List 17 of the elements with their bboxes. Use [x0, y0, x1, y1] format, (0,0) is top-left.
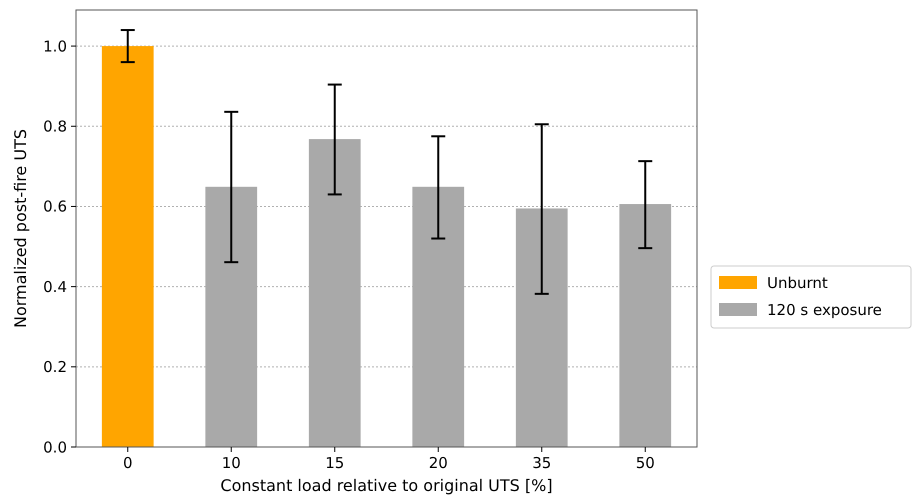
x-tick-label: 10: [222, 454, 241, 472]
y-tick-label: 0.6: [43, 198, 67, 216]
y-tick-label: 0.2: [43, 358, 67, 376]
y-axis-title: Normalized post-fire UTS: [11, 128, 30, 328]
x-tick-label: 50: [636, 454, 655, 472]
x-tick-label: 0: [122, 454, 133, 472]
bar: [102, 46, 154, 447]
x-axis-title: Constant load relative to original UTS [%]: [220, 476, 553, 495]
x-tick-label: 35: [532, 454, 552, 472]
x-tick-label: 15: [325, 454, 344, 472]
y-tick-label: 1.0: [43, 37, 67, 56]
y-tick-label: 0.4: [43, 278, 67, 296]
legend-label: Unburnt: [767, 274, 828, 292]
y-tick-label: 0.0: [43, 438, 67, 456]
legend-label: 120 s exposure: [767, 300, 882, 319]
x-tick-label: 20: [428, 454, 448, 472]
y-tick-label: 0.8: [43, 118, 67, 136]
